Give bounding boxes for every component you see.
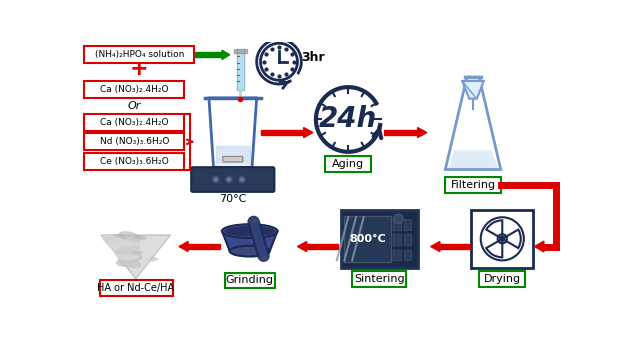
Text: 3hr: 3hr — [301, 51, 325, 64]
Bar — [261, 130, 304, 135]
Polygon shape — [101, 235, 170, 279]
Ellipse shape — [135, 257, 147, 264]
Bar — [84, 153, 184, 170]
Polygon shape — [447, 150, 498, 170]
Bar — [307, 244, 338, 249]
Text: 800°C: 800°C — [349, 234, 386, 244]
Bar — [384, 130, 418, 135]
FancyBboxPatch shape — [223, 156, 243, 162]
Ellipse shape — [224, 226, 275, 236]
Wedge shape — [486, 239, 502, 257]
Polygon shape — [418, 127, 427, 138]
Text: Ca (NO₃)₂.4H₂O: Ca (NO₃)₂.4H₂O — [100, 85, 168, 94]
Bar — [471, 210, 533, 268]
Bar — [345, 216, 391, 262]
Bar — [188, 244, 220, 249]
Polygon shape — [535, 241, 544, 252]
Polygon shape — [222, 50, 230, 59]
Ellipse shape — [106, 239, 130, 249]
Ellipse shape — [122, 253, 143, 261]
Bar — [440, 244, 470, 249]
Ellipse shape — [117, 256, 141, 268]
Circle shape — [239, 177, 244, 182]
Text: HA or Nd-Ce/HA: HA or Nd-Ce/HA — [97, 283, 175, 293]
Bar — [479, 271, 525, 287]
Polygon shape — [304, 127, 313, 138]
Bar — [100, 280, 173, 296]
Bar — [445, 177, 501, 193]
Bar — [84, 46, 194, 63]
Ellipse shape — [144, 257, 158, 262]
Ellipse shape — [113, 238, 125, 244]
Polygon shape — [431, 241, 440, 252]
Text: Filtering: Filtering — [450, 180, 496, 190]
Wedge shape — [486, 220, 502, 239]
Bar — [84, 133, 184, 150]
Polygon shape — [179, 241, 188, 252]
Ellipse shape — [134, 235, 147, 240]
Text: Drying: Drying — [484, 274, 521, 284]
Bar — [84, 114, 184, 131]
Text: Nd (NO₃)₃.6H₂O: Nd (NO₃)₃.6H₂O — [100, 137, 169, 146]
Text: Sintering: Sintering — [354, 274, 404, 284]
Bar — [404, 219, 411, 230]
Ellipse shape — [105, 234, 125, 245]
Polygon shape — [297, 241, 307, 252]
Circle shape — [212, 176, 220, 183]
Bar — [404, 234, 411, 245]
Polygon shape — [462, 81, 484, 99]
Wedge shape — [502, 230, 521, 248]
Text: Ce (NO₃)₃.6H₂O: Ce (NO₃)₃.6H₂O — [100, 156, 169, 166]
Ellipse shape — [131, 251, 143, 255]
Ellipse shape — [230, 246, 270, 257]
Ellipse shape — [222, 224, 277, 238]
Bar — [225, 273, 275, 288]
Bar — [404, 250, 411, 261]
Ellipse shape — [115, 245, 140, 255]
Text: (NH₄)₂HPO₄ solution: (NH₄)₂HPO₄ solution — [94, 50, 184, 59]
Ellipse shape — [102, 235, 123, 246]
Circle shape — [238, 176, 246, 183]
Text: 24h: 24h — [319, 105, 377, 133]
Ellipse shape — [116, 258, 138, 267]
Ellipse shape — [116, 251, 139, 261]
Text: Or: Or — [127, 101, 141, 112]
Bar — [325, 156, 371, 172]
Bar — [84, 81, 184, 98]
Text: Aging: Aging — [332, 159, 364, 169]
Circle shape — [394, 214, 403, 223]
Circle shape — [260, 43, 297, 80]
FancyBboxPatch shape — [192, 167, 274, 192]
Text: +: + — [130, 59, 149, 79]
Bar — [195, 52, 222, 57]
Ellipse shape — [127, 238, 140, 245]
Circle shape — [499, 236, 505, 242]
Bar — [393, 219, 401, 230]
Ellipse shape — [106, 234, 122, 241]
Bar — [393, 234, 401, 245]
Bar — [341, 210, 418, 268]
Bar — [352, 271, 406, 287]
Text: Grinding: Grinding — [226, 275, 273, 285]
Text: Ca (NO₃)₂.4H₂O: Ca (NO₃)₂.4H₂O — [100, 118, 168, 127]
Polygon shape — [222, 231, 277, 251]
Bar — [393, 250, 401, 261]
Ellipse shape — [119, 231, 141, 242]
Text: 70°C: 70°C — [219, 194, 246, 204]
Circle shape — [227, 177, 231, 182]
Ellipse shape — [118, 253, 143, 262]
Circle shape — [214, 177, 218, 182]
Circle shape — [225, 176, 233, 183]
Ellipse shape — [125, 253, 151, 267]
